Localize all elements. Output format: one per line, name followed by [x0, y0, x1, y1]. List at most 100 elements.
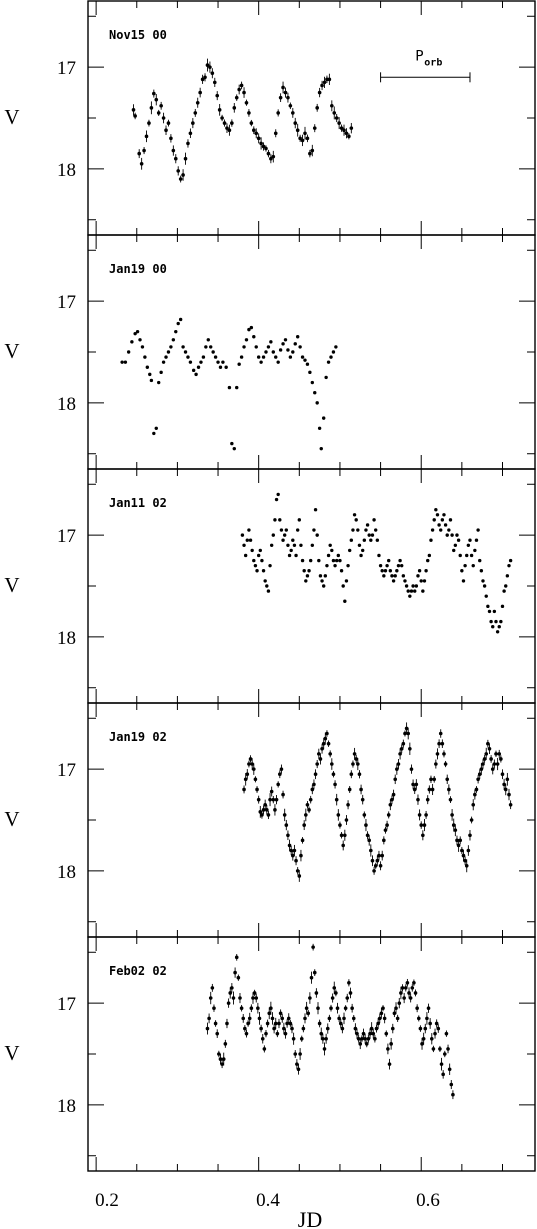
- data-point: [304, 813, 308, 817]
- y-tick-label: 18: [57, 394, 76, 415]
- data-point: [325, 563, 329, 568]
- data-point: [320, 579, 324, 583]
- y-tick-label: 17: [57, 526, 76, 547]
- data-point: [301, 1026, 306, 1031]
- data-point: [458, 838, 463, 843]
- data-point: [147, 121, 151, 125]
- data-point: [458, 553, 462, 558]
- data-point: [321, 584, 326, 588]
- data-point: [352, 513, 357, 517]
- data-point: [341, 584, 345, 588]
- data-point: [264, 350, 268, 354]
- data-point: [465, 553, 469, 558]
- data-point: [276, 360, 280, 364]
- data-point: [264, 1031, 268, 1036]
- data-point: [412, 787, 417, 792]
- data-point: [186, 355, 190, 359]
- data-point: [225, 126, 229, 130]
- data-point: [271, 154, 276, 159]
- data-point: [241, 1016, 246, 1021]
- data-point: [159, 370, 163, 375]
- data-point: [359, 553, 363, 558]
- data-point: [444, 1031, 449, 1036]
- data-series: [120, 317, 338, 451]
- data-point: [393, 574, 397, 578]
- data-point: [401, 574, 406, 578]
- data-point: [372, 869, 376, 873]
- data-point: [385, 823, 389, 827]
- panel-label: Jan11 02: [109, 496, 167, 510]
- data-point: [333, 782, 337, 787]
- data-point: [367, 838, 372, 843]
- data-point: [361, 548, 365, 553]
- data-point: [455, 838, 459, 843]
- data-point: [424, 569, 428, 573]
- data-point: [416, 574, 420, 578]
- data-point: [334, 991, 338, 995]
- data-point: [430, 528, 435, 532]
- data-point: [268, 797, 272, 802]
- data-point: [120, 360, 124, 364]
- data-point: [440, 741, 445, 746]
- data-point: [166, 350, 171, 354]
- data-point: [504, 584, 508, 588]
- data-point: [455, 533, 459, 537]
- data-point: [366, 1036, 371, 1041]
- data-point: [469, 553, 474, 558]
- data-point: [502, 589, 506, 593]
- data-point: [365, 523, 370, 527]
- data-point: [317, 752, 321, 756]
- data-point: [321, 416, 326, 420]
- data-point: [306, 1011, 311, 1016]
- data-point: [198, 90, 202, 95]
- data-point: [242, 90, 246, 95]
- period-label: P: [415, 48, 423, 64]
- data-point: [326, 360, 331, 364]
- data-point: [466, 543, 471, 548]
- data-point: [253, 563, 258, 568]
- data-point: [390, 1026, 395, 1031]
- panel: 17 18 V Jan19 00: [4, 234, 536, 470]
- data-point: [281, 342, 285, 346]
- data-point: [254, 996, 259, 1000]
- data-point: [213, 355, 218, 359]
- data-point: [196, 365, 201, 369]
- data-point: [452, 548, 456, 553]
- data-point: [468, 538, 472, 542]
- data-point: [236, 975, 241, 980]
- data-point: [297, 518, 302, 522]
- data-point: [251, 767, 256, 771]
- data-point: [460, 569, 464, 573]
- data-point: [321, 741, 326, 746]
- data-point: [178, 317, 183, 322]
- data-point: [494, 752, 498, 756]
- data-point: [273, 1021, 278, 1026]
- panel: 17 18 V Feb02 02: [4, 936, 536, 1172]
- data-point: [307, 569, 311, 573]
- data-point: [406, 731, 411, 736]
- data-point: [137, 151, 142, 156]
- data-point: [305, 574, 310, 578]
- data-point: [380, 853, 385, 858]
- data-point: [164, 128, 168, 133]
- data-point: [474, 538, 479, 542]
- data-point: [377, 1016, 382, 1021]
- data-point: [149, 106, 154, 110]
- data-point: [481, 762, 485, 766]
- data-point: [217, 1052, 221, 1056]
- data-point: [294, 858, 298, 863]
- data-point: [284, 823, 289, 827]
- data-point: [271, 350, 276, 354]
- data-point: [314, 991, 319, 995]
- data-point: [346, 802, 350, 807]
- data-point: [338, 558, 342, 563]
- data-point: [315, 401, 319, 405]
- data-point: [319, 446, 323, 451]
- data-point: [471, 802, 476, 807]
- data-point: [363, 1036, 367, 1041]
- data-point: [293, 121, 298, 125]
- data-point: [439, 528, 443, 532]
- data-point: [144, 134, 149, 139]
- data-point: [502, 782, 506, 787]
- data-point: [489, 619, 493, 624]
